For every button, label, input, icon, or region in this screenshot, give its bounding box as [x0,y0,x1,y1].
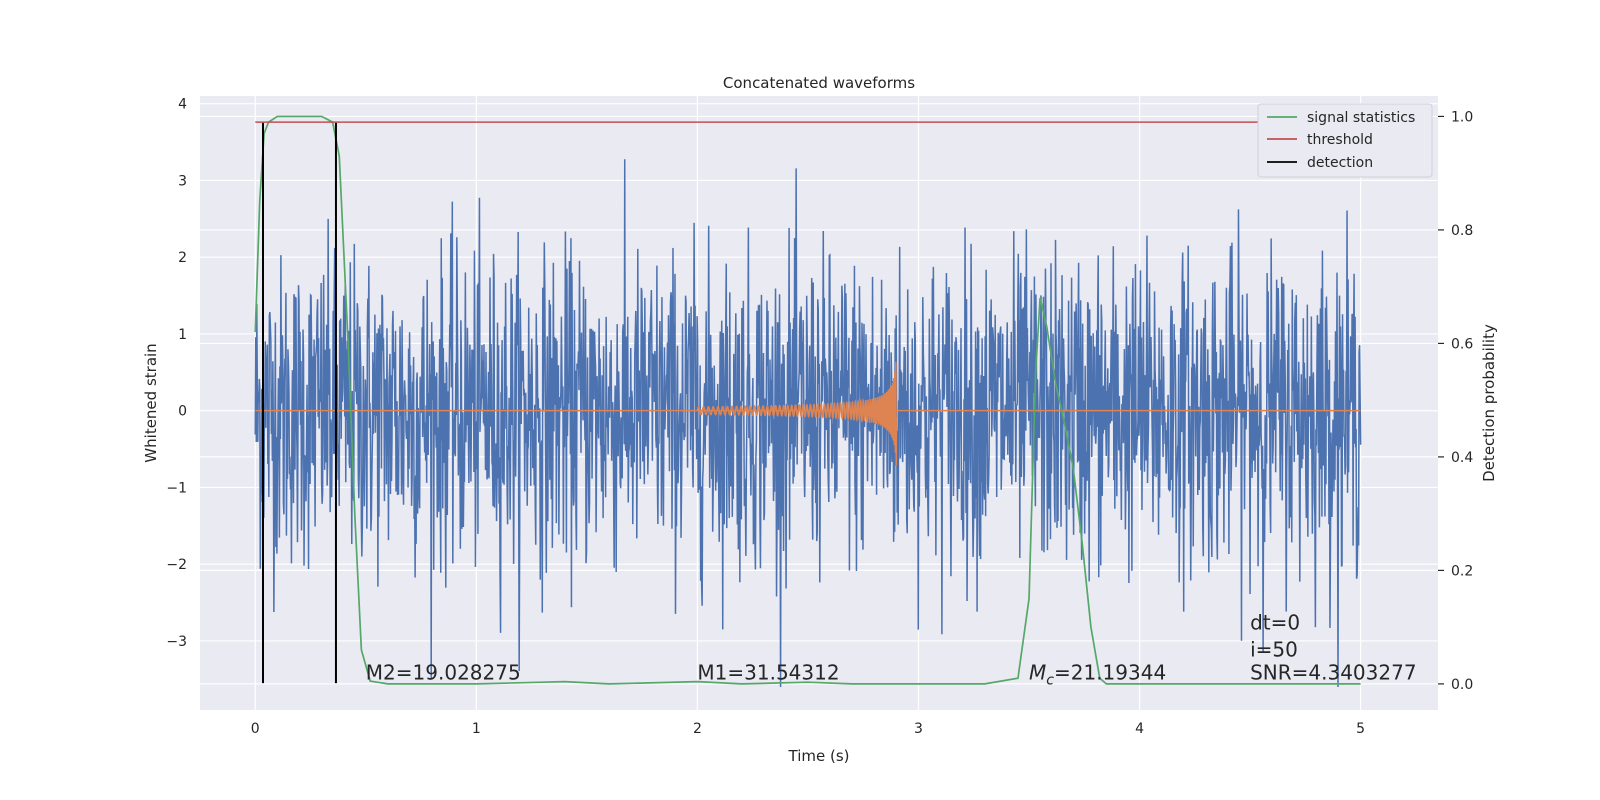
x-tick-label: 2 [693,721,702,737]
annotation-text: M2=19.028275 [366,660,521,684]
y2-axis-ticks: 1.0 0.8 0.6 0.4 0.2 0.0 [1438,109,1473,693]
y2-tick-label: 0.0 [1451,677,1473,693]
y2-tick-label: 0.8 [1451,223,1473,239]
x-tick-label: 0 [251,721,260,737]
x-axis-ticks: 0 1 2 3 4 5 [251,721,1365,737]
series-signal-statistics-line [254,115,1361,685]
series-strain-line [254,159,1362,687]
y2-tick-label: 0.2 [1451,563,1473,579]
annotation-text: Mc=21.19344 [1029,660,1166,688]
legend-label-detection: detection [1307,155,1373,171]
y-tick-label: −3 [166,634,187,650]
legend-box [1257,103,1433,178]
legend: signal statistics threshold detection [1257,103,1433,178]
annotations: M2=19.028275 M1=31.54312 Mc=21.19344 SNR=4.… [366,610,1417,688]
y2-tick-label: 0.4 [1451,450,1473,466]
x-tick-label: 3 [914,721,923,737]
chart-title: Concatenated waveforms [723,74,915,92]
annotation-text: M1=31.54312 [697,660,839,684]
series-injection-line [696,361,898,466]
x-tick-label: 1 [472,721,481,737]
y-tick-label: −2 [166,557,187,573]
y-tick-label: 4 [178,97,187,113]
x-tick-label: 5 [1356,721,1365,737]
x-axis-label: Time (s) [788,747,850,765]
y-axis-label: Whitened strain [142,343,160,462]
y2-tick-label: 1.0 [1451,109,1473,125]
legend-label-threshold: threshold [1307,132,1373,148]
y-tick-label: 2 [178,250,187,266]
series-detection-lines [262,122,337,684]
annotation-text: i=50 [1250,637,1298,661]
y-axis-ticks: 4 3 2 1 0 −1 −2 −3 [166,97,187,650]
annotation-text: SNR=4.3403277 [1250,660,1416,684]
y2-axis-label: Detection probability [1480,324,1498,482]
y-tick-label: 0 [178,404,187,420]
y-tick-label: −1 [166,480,187,496]
y-tick-label: 1 [178,327,187,343]
x-tick-label: 4 [1135,721,1144,737]
plot-area [254,115,1362,687]
y-tick-label: 3 [178,173,187,189]
legend-label-signal-statistics: signal statistics [1307,110,1415,126]
y2-tick-label: 0.6 [1451,336,1473,352]
annotation-text: dt=0 [1250,610,1300,634]
